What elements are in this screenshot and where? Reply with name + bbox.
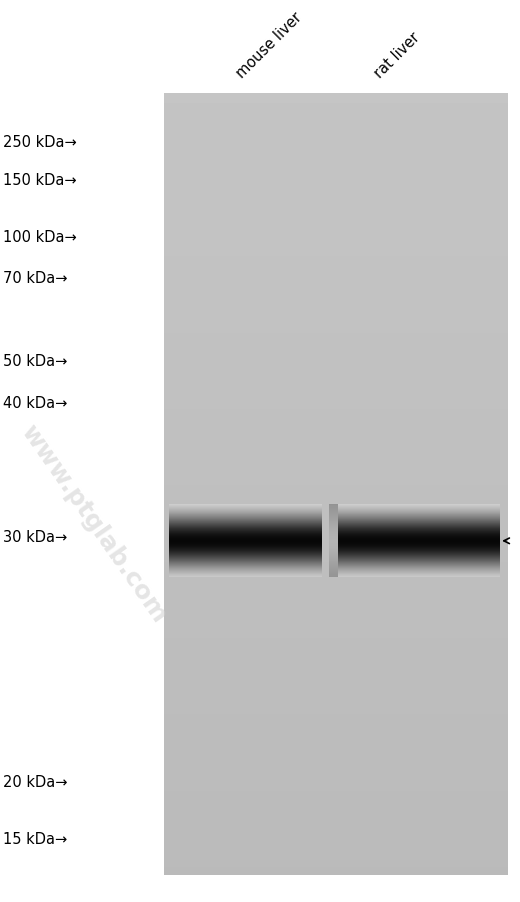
Text: 50 kDa→: 50 kDa→ — [3, 354, 67, 368]
Text: 15 kDa→: 15 kDa→ — [3, 832, 67, 846]
Text: rat liver: rat liver — [372, 30, 423, 81]
Text: 250 kDa→: 250 kDa→ — [3, 135, 76, 150]
Text: 70 kDa→: 70 kDa→ — [3, 271, 67, 285]
Text: 150 kDa→: 150 kDa→ — [3, 173, 76, 188]
Text: 40 kDa→: 40 kDa→ — [3, 396, 67, 410]
Text: 30 kDa→: 30 kDa→ — [3, 529, 67, 544]
Text: mouse liver: mouse liver — [234, 10, 305, 81]
Text: 100 kDa→: 100 kDa→ — [3, 230, 76, 244]
Text: 20 kDa→: 20 kDa→ — [3, 775, 67, 789]
Text: www.ptglab.com: www.ptglab.com — [16, 419, 171, 627]
